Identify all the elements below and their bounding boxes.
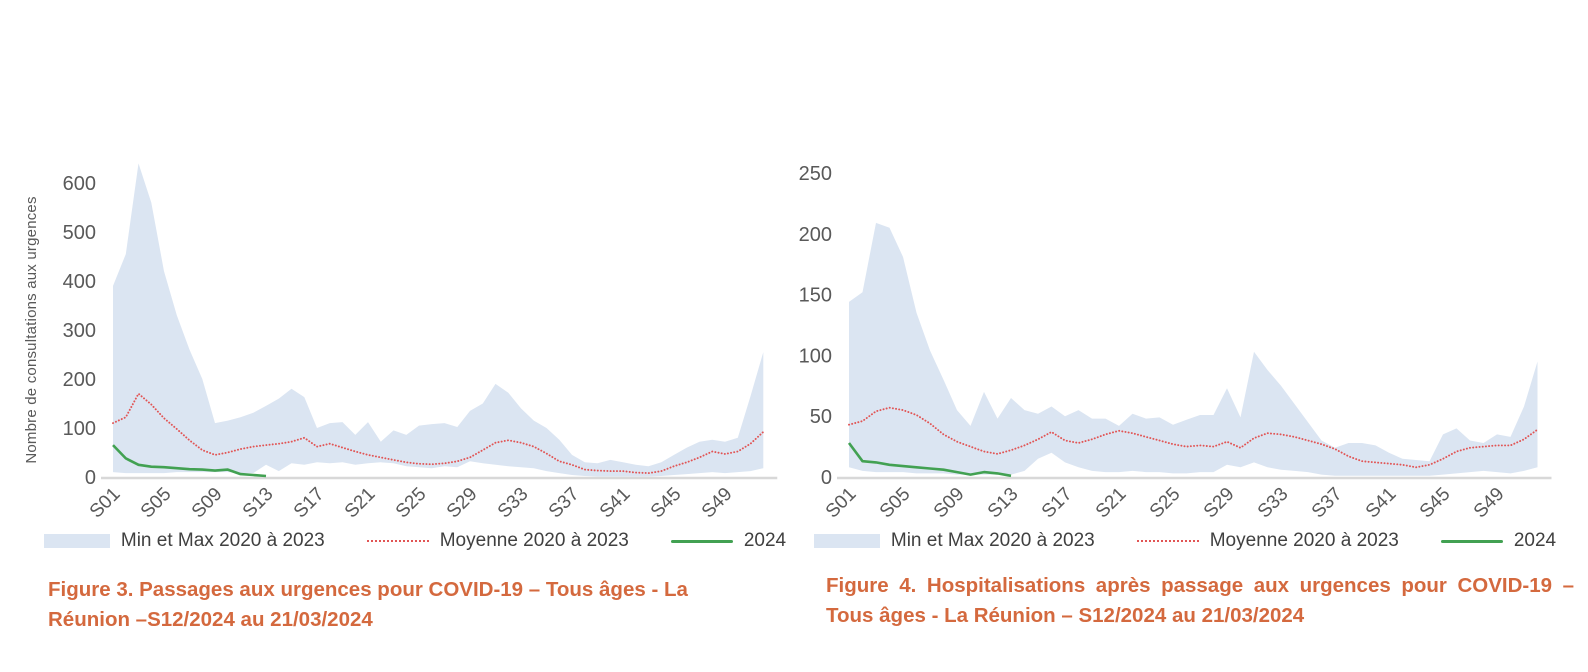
x-tick-label: S21 [1092,484,1131,523]
line-2024 [112,444,267,478]
x-tick-label: S33 [494,484,533,523]
mean-line-swatch [1136,540,1199,542]
x-tick-label: S09 [930,484,969,523]
figure-3-caption: Figure 3. Passages aux urgences pour COV… [48,578,688,631]
er-visits-covid-chart: 0 100 200 300 400 500 600 S01 S05 S09 S13 S17 S21 S25… [23,163,778,523]
x-tick-label: S45 [647,484,686,523]
hospitalisations-covid-chart: 0 50 100 150 200 250 S01 S05 S09 S13 S17 S21 S25 S29 S… [799,163,1552,523]
figure-4-legend: Min et Max 2020 à 2023 Moyenne 2020 à 20… [788,530,1582,552]
x-tick-label: S33 [1254,484,1293,523]
y-tick-label: 200 [63,369,96,391]
x-tick-label: S45 [1416,484,1455,523]
y-tick-label: 200 [799,224,832,246]
x-tick-label: S13 [239,484,278,523]
line-2024-legend-label: 2024 [743,530,787,551]
mean-line-swatch [366,540,429,542]
y-tick-label: 150 [799,285,832,307]
x-tick-label: S49 [1470,484,1509,523]
figure-3-legend: Min et Max 2020 à 2023 Moyenne 2020 à 20… [30,530,800,552]
x-tick-label: S13 [984,484,1023,523]
x-tick-label: S49 [698,484,737,523]
y-axis-title: Nombre de consultations aux urgences [23,196,40,463]
line-2024 [847,442,1012,478]
line-2024-swatch [1440,539,1503,543]
mean-2020-2023-line [848,406,1539,469]
mean-legend-label: Moyenne 2020 à 2023 [439,530,629,551]
y-tick-label: 0 [821,467,832,489]
figure-4-caption: Figure 4. Hospitalisations après passage… [826,574,1574,627]
x-tick-label: S41 [596,484,635,523]
y-tick-label: 300 [63,320,96,342]
x-tick-label: S29 [443,484,482,523]
y-tick-label: 400 [63,271,96,293]
x-tick-label: S25 [392,484,431,523]
y-tick-label: 250 [799,163,832,185]
x-tick-label: S37 [1308,484,1347,523]
y-tick-label: 50 [810,406,832,428]
line-2024-legend-label: 2024 [1513,530,1557,551]
x-tick-label: S21 [341,484,380,523]
x-tick-label: S17 [290,484,329,523]
y-tick-label: 100 [799,345,832,367]
y-tick-label: 600 [63,173,96,195]
x-tick-label: S05 [137,484,176,523]
x-tick-label: S05 [876,484,915,523]
y-tick-label: 0 [85,467,96,489]
minmax-legend-label: Min et Max 2020 à 2023 [890,530,1095,551]
y-tick-label: 100 [63,418,96,440]
minmax-band-area [849,222,1538,476]
x-tick-label: S29 [1200,484,1239,523]
x-tick-label: S37 [545,484,584,523]
minmax-legend-label: Min et Max 2020 à 2023 [120,530,325,551]
x-tick-label: S09 [188,484,227,523]
x-tick-label: S17 [1038,484,1077,523]
mean-legend-label: Moyenne 2020 à 2023 [1209,530,1399,551]
minmax-band-area [113,163,764,477]
minmax-band-swatch [43,534,110,548]
line-2024-swatch [670,539,733,543]
mean-2020-2023-line [112,392,765,475]
y-tick-label: 500 [63,222,96,244]
minmax-band-swatch [813,534,880,548]
x-tick-label: S41 [1362,484,1401,523]
x-tick-label: S25 [1146,484,1185,523]
x-tick-label: S01 [822,484,861,523]
x-tick-label: S01 [86,484,125,523]
